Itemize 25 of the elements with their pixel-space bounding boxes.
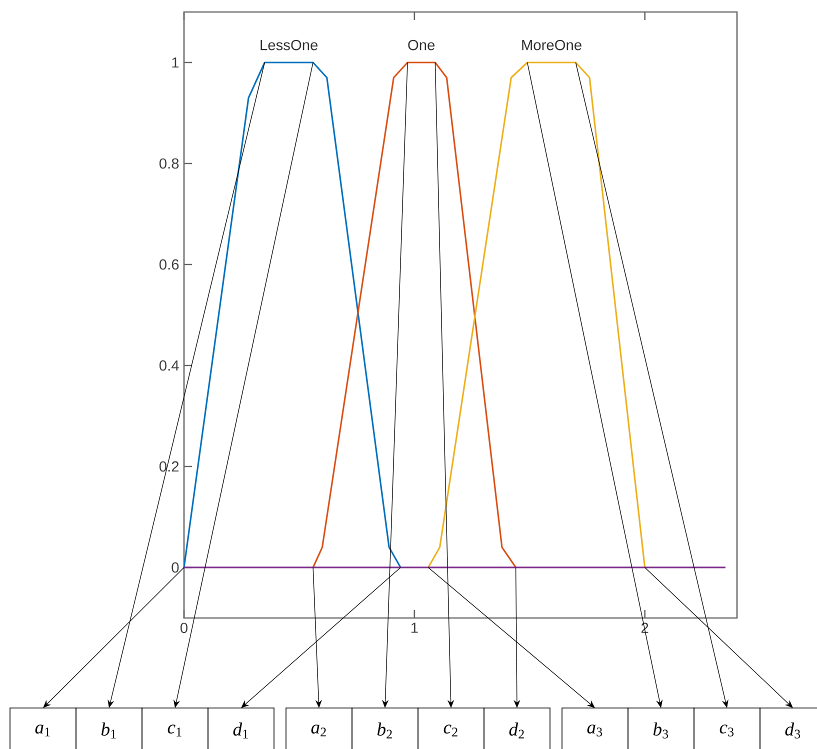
text: b$_{3}$ [653, 722, 668, 738]
series-label: One [408, 40, 435, 50]
text: d$_{2}$ [509, 722, 524, 738]
series-label: LessOne [260, 40, 318, 50]
text: b$_{2}$ [377, 722, 392, 738]
y-tick-label: 0.4 [159, 360, 179, 371]
text: d$_{3}$ [785, 722, 800, 738]
text: c$_{1}$ [168, 724, 182, 736]
line-series [183, 62, 402, 568]
text: a$_{1}$ [35, 724, 50, 736]
y-tick-label: 0.6 [159, 259, 179, 270]
line-series [427, 62, 646, 568]
text: c$_{2}$ [444, 724, 458, 736]
text: a$_{2}$ [311, 724, 326, 736]
text: a$_{3}$ [587, 724, 602, 736]
x-tick-label: 1 [411, 622, 418, 633]
text: c$_{3}$ [720, 724, 734, 736]
x-tick-label: 0 [180, 622, 188, 634]
text: b$_{1}$ [101, 722, 116, 738]
y-tick-label: 1 [172, 57, 179, 68]
y-tick-label: 0 [172, 562, 179, 573]
series-label: MoreOne [522, 40, 582, 50]
text: d$_{1}$ [233, 722, 248, 738]
line-series [312, 62, 517, 568]
y-tick-label: 0.8 [159, 158, 179, 169]
